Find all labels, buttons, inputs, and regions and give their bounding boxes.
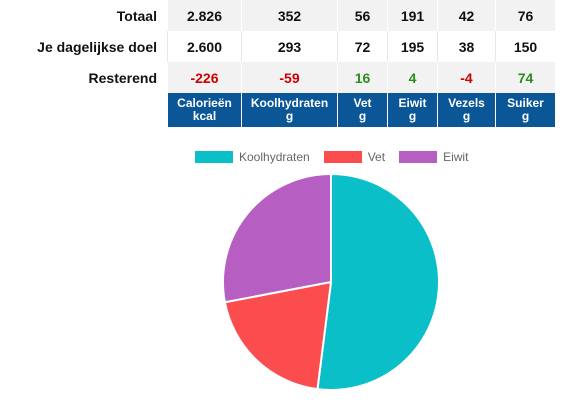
- legend-item-carbs[interactable]: Koolhydraten: [195, 150, 310, 164]
- column-header-fiber: Vezels g: [437, 93, 495, 127]
- remaining-carbs: -59: [241, 62, 337, 93]
- total-sugar: 76: [495, 0, 555, 31]
- legend-label-protein: Eiwit: [443, 150, 469, 164]
- total-carbs: 352: [241, 0, 337, 31]
- legend-item-protein[interactable]: Eiwit: [399, 150, 468, 164]
- table-row-total: Totaal 2.826 352 56 191 42 76: [0, 0, 555, 31]
- pie-slice-carbs[interactable]: [316, 172, 440, 391]
- column-header-row: Calorieën kcal Koolhydraten g Vet g Eiwit g …: [0, 93, 555, 127]
- legend-swatch-fat: [323, 151, 362, 163]
- legend-swatch-protein: [399, 151, 438, 163]
- column-header-sugar: Suiker g: [495, 93, 555, 127]
- total-protein: 191: [387, 0, 437, 31]
- remaining-fiber: -4: [437, 62, 495, 93]
- total-fiber: 42: [437, 0, 495, 31]
- row-label-goal: Je dagelijkse doel: [37, 38, 157, 55]
- goal-calories: 2.600: [167, 31, 241, 62]
- remaining-calories: -226: [167, 62, 241, 93]
- pie-slice-fat[interactable]: [223, 280, 333, 391]
- legend-item-fat[interactable]: Vet: [323, 150, 386, 164]
- column-header-carbs: Koolhydraten g: [241, 93, 337, 127]
- nutrition-summary-table: Totaal 2.826 352 56 191 42 76 Je dagelij…: [0, 0, 555, 127]
- remaining-sugar: 74: [495, 62, 555, 93]
- pie-slice-protein[interactable]: [222, 172, 332, 304]
- goal-carbs: 293: [241, 31, 337, 62]
- goal-fiber: 38: [437, 31, 495, 62]
- chart-legend: Koolhydraten Vet Eiwit: [195, 150, 482, 164]
- column-header-calories: Calorieën kcal: [167, 93, 241, 127]
- legend-label-carbs: Koolhydraten: [239, 150, 310, 164]
- row-label-remaining: Resterend: [88, 69, 157, 86]
- remaining-protein: 4: [387, 62, 437, 93]
- legend-label-fat: Vet: [367, 150, 386, 164]
- total-calories: 2.826: [167, 0, 241, 31]
- goal-protein: 195: [387, 31, 437, 62]
- goal-fat: 72: [337, 31, 387, 62]
- row-label-total: Totaal: [116, 7, 157, 24]
- table-row-goal: Je dagelijkse doel 2.600 293 72 195 38 1…: [0, 31, 555, 62]
- column-header-protein: Eiwit g: [387, 93, 437, 127]
- column-header-fat: Vet g: [337, 93, 387, 127]
- goal-sugar: 150: [495, 31, 555, 62]
- remaining-fat: 16: [337, 62, 387, 93]
- table-row-remaining: Resterend -226 -59 16 4 -4 74: [0, 62, 555, 93]
- total-fat: 56: [337, 0, 387, 31]
- legend-swatch-carbs: [195, 151, 233, 163]
